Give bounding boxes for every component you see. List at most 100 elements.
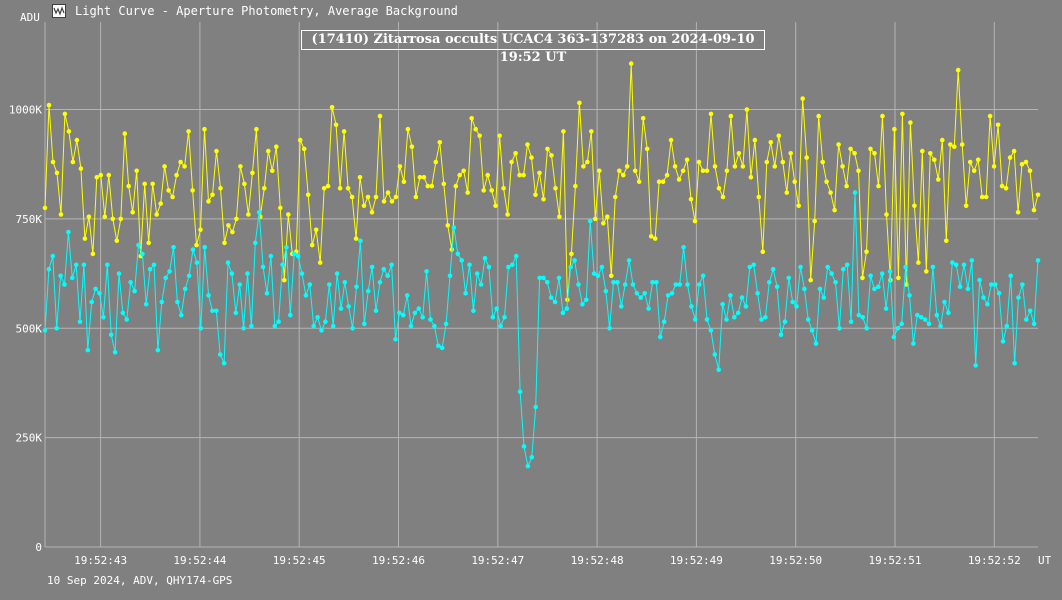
data-point <box>700 168 706 174</box>
data-point <box>716 367 721 373</box>
data-point <box>424 269 429 274</box>
data-point <box>584 297 589 303</box>
data-point <box>903 264 908 270</box>
data-point <box>619 304 624 309</box>
footer-info: 10 Sep 2024, ADV, QHY174-GPS <box>47 574 233 587</box>
data-point <box>276 319 281 325</box>
data-point <box>241 326 246 331</box>
data-point <box>409 144 415 149</box>
data-point <box>62 111 68 117</box>
data-point <box>132 288 137 294</box>
data-point <box>581 164 586 169</box>
data-point <box>798 264 803 270</box>
data-point <box>329 105 335 110</box>
data-point <box>852 151 857 156</box>
data-point <box>274 144 279 149</box>
data-point <box>489 188 495 193</box>
data-point <box>805 317 811 322</box>
data-point <box>54 326 59 331</box>
data-point <box>668 137 674 143</box>
data-point <box>497 133 502 139</box>
data-point <box>521 172 526 178</box>
data-point <box>66 129 72 134</box>
data-point <box>533 192 538 198</box>
data-point <box>146 240 151 246</box>
data-point <box>680 168 686 174</box>
data-point <box>630 282 636 287</box>
data-point <box>1012 361 1017 366</box>
data-point <box>297 137 303 143</box>
data-point <box>342 280 348 285</box>
data-point <box>362 321 367 327</box>
data-point <box>828 190 833 195</box>
data-point <box>256 210 262 215</box>
data-point <box>237 282 242 287</box>
light-curve-app-icon[interactable] <box>52 3 66 18</box>
data-point <box>143 301 149 307</box>
data-point <box>481 188 487 193</box>
data-point <box>238 164 243 169</box>
data-point <box>712 164 718 169</box>
data-point <box>934 312 940 318</box>
data-point <box>245 271 250 276</box>
data-point <box>147 266 153 272</box>
data-point <box>163 275 168 281</box>
data-point <box>770 266 776 272</box>
data-point <box>973 363 978 368</box>
data-point <box>229 271 235 276</box>
data-point <box>291 251 297 257</box>
data-point <box>98 172 104 178</box>
y-tick-labels: 0 250K 500K 750K 1000K <box>9 104 42 555</box>
data-point <box>747 264 753 270</box>
data-point <box>672 164 678 169</box>
data-point <box>549 153 554 158</box>
data-point <box>813 341 819 346</box>
data-point <box>389 262 394 268</box>
data-point <box>820 159 825 165</box>
data-point <box>474 271 480 276</box>
data-point <box>278 205 283 211</box>
data-point <box>872 286 877 292</box>
data-point <box>940 137 945 143</box>
data-point <box>975 157 981 163</box>
data-point <box>249 323 254 329</box>
data-point <box>190 188 195 193</box>
data-point <box>802 286 807 292</box>
data-point <box>607 326 612 331</box>
y-tick-label: 1000K <box>9 104 42 117</box>
data-point <box>669 291 675 296</box>
data-point <box>58 273 63 279</box>
data-point <box>841 266 846 272</box>
data-point <box>341 129 347 134</box>
data-point <box>955 67 961 73</box>
data-point <box>116 271 122 276</box>
data-point <box>1000 339 1006 344</box>
data-point <box>991 164 997 169</box>
data-point <box>453 183 459 189</box>
data-point <box>1011 148 1017 154</box>
data-point <box>790 299 795 305</box>
data-point <box>883 306 889 311</box>
data-point <box>915 312 920 318</box>
data-point <box>477 133 483 139</box>
data-point <box>1003 186 1009 191</box>
data-point <box>868 273 873 279</box>
data-point <box>944 238 949 244</box>
data-point <box>182 286 188 292</box>
data-point <box>268 253 274 259</box>
data-point <box>1004 323 1010 329</box>
data-point <box>983 194 989 200</box>
data-point <box>969 258 975 263</box>
data-point <box>136 242 141 248</box>
data-point <box>307 282 313 287</box>
x-tick-label: 19:52:45 <box>273 554 326 567</box>
data-point <box>517 389 523 395</box>
data-point <box>755 291 760 296</box>
data-point <box>154 212 159 217</box>
data-point <box>615 280 620 285</box>
data-point <box>911 341 916 346</box>
data-point <box>70 159 76 165</box>
data-point <box>611 280 616 285</box>
data-point <box>700 273 706 279</box>
